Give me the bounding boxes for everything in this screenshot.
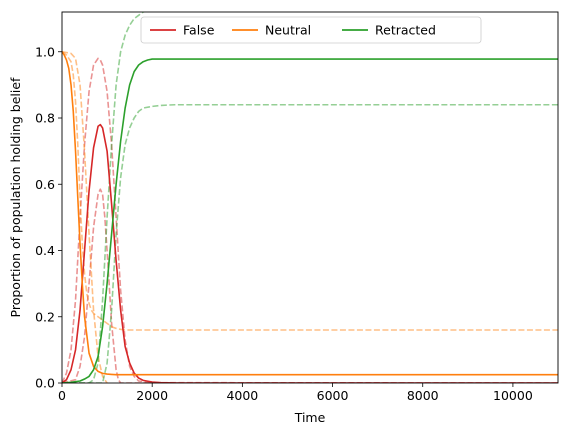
x-tick-label: 10000 — [493, 388, 533, 403]
y-tick-label: 0.8 — [35, 111, 55, 126]
legend-label-neutral: Neutral — [265, 23, 311, 38]
unlabeled-dashed-series-line-3 — [62, 57, 558, 383]
unlabeled-dashed-series-line-8 — [62, 103, 558, 383]
y-axis-ticks: 0.0 0.2 0.4 0.6 0.8 1.0 — [35, 44, 62, 391]
series-layer — [62, 12, 558, 383]
y-tick-label: 0.0 — [35, 376, 55, 391]
x-axis-ticks: 0 2000 4000 6000 8000 10000 — [58, 383, 533, 403]
plot-frame — [61, 11, 559, 384]
y-tick-label: 0.4 — [35, 243, 55, 258]
retracted-solid-series-line-2 — [62, 58, 558, 383]
unlabeled-dashed-series-line-6 — [62, 50, 108, 383]
plot-background — [62, 12, 558, 383]
x-tick-label: 6000 — [317, 388, 349, 403]
y-axis-label: Proportion of population holding belief — [8, 77, 23, 318]
x-tick-label: 4000 — [226, 388, 258, 403]
y-tick-label: 0.2 — [35, 309, 55, 324]
false-solid-series-line-0 — [62, 123, 558, 383]
y-tick-label: 0.6 — [35, 177, 55, 192]
legend-label-retracted: Retracted — [375, 23, 436, 38]
y-tick-label: 1.0 — [35, 44, 55, 59]
x-tick-label: 2000 — [136, 388, 168, 403]
x-axis-label: Time — [294, 410, 326, 425]
legend-label-false: False — [183, 23, 215, 38]
x-tick-label: 0 — [58, 388, 66, 403]
x-tick-label: 8000 — [407, 388, 439, 403]
legend: False Neutral Retracted — [140, 16, 482, 44]
unlabeled-dashed-series-line-5 — [62, 51, 558, 331]
legend-box — [140, 16, 482, 44]
neutral-solid-series-line-1 — [62, 51, 558, 376]
